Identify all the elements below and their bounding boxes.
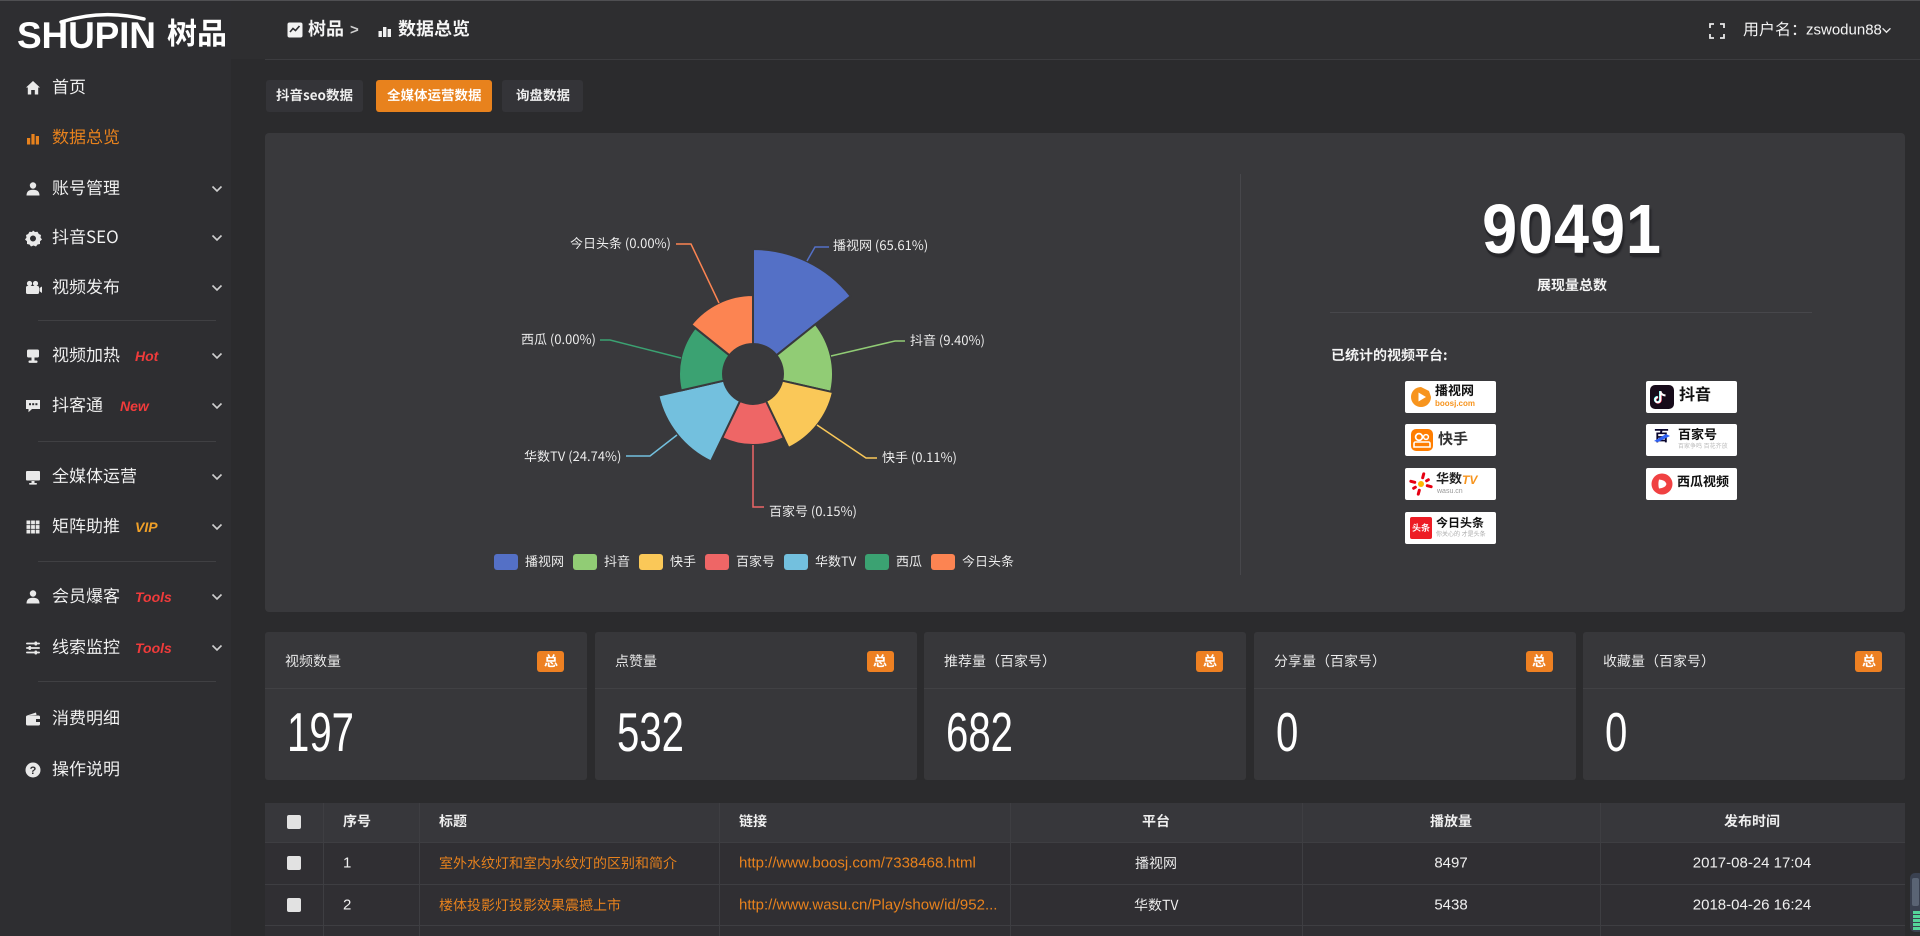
svg-text:SHUPIN: SHUPIN [17,15,156,54]
svg-text:?: ? [30,765,37,777]
